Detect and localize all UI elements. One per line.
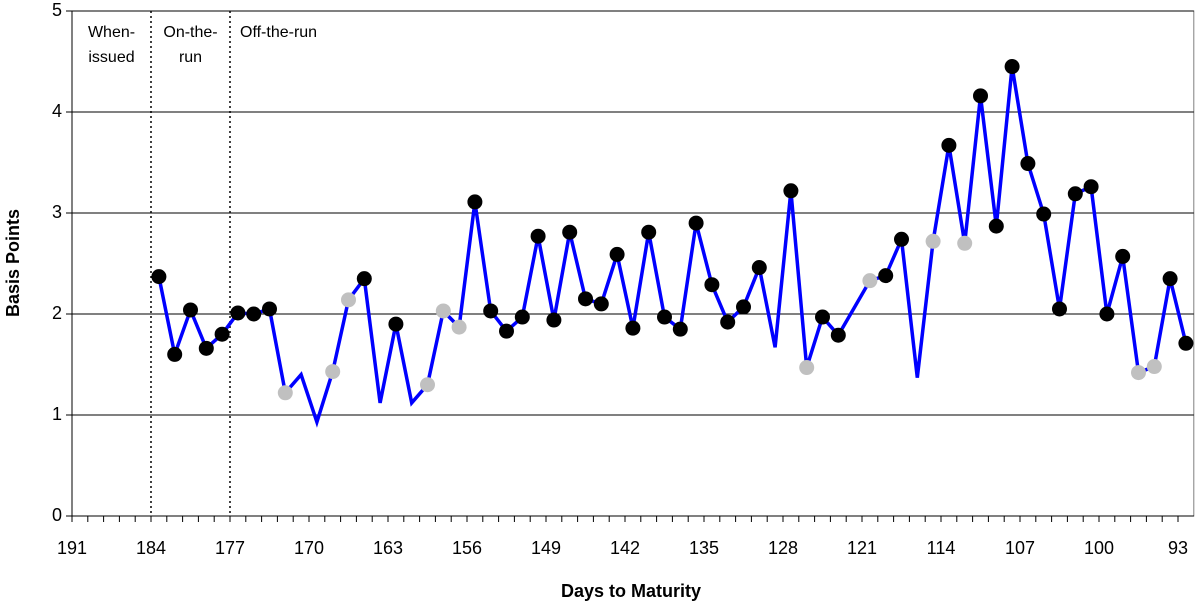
data-marker [988, 218, 1004, 234]
data-marker [1067, 186, 1083, 202]
data-marker [467, 194, 483, 210]
data-marker [262, 301, 277, 317]
data-marker [862, 273, 878, 289]
data-marker [214, 326, 230, 342]
x-tick-label: 114 [927, 538, 956, 558]
data-marker [625, 320, 641, 336]
data-marker [1020, 156, 1036, 172]
data-marker [167, 346, 183, 362]
data-marker [1131, 365, 1146, 381]
data-marker [957, 235, 973, 251]
y-tick-label: 3 [52, 202, 62, 222]
data-marker [751, 260, 767, 276]
region-label: run [179, 49, 202, 66]
data-marker [246, 306, 262, 322]
data-marker [483, 303, 499, 319]
data-marker [720, 314, 736, 330]
data-marker [1036, 206, 1052, 222]
data-marker [672, 321, 688, 337]
x-tick-label: 142 [610, 538, 640, 558]
x-tick-label: 121 [847, 538, 877, 558]
data-marker [1162, 271, 1178, 287]
data-marker [451, 319, 467, 335]
region-label: When- [88, 24, 135, 41]
data-marker [641, 224, 657, 240]
data-marker [878, 268, 894, 284]
region-label: Off-the-run [240, 24, 317, 41]
data-marker [514, 309, 530, 325]
x-tick-label: 128 [768, 538, 798, 558]
data-marker [546, 312, 562, 328]
plot-frame [71, 10, 1195, 517]
x-tick-label: 163 [373, 538, 403, 558]
data-marker [151, 269, 167, 285]
y-tick-label: 1 [52, 404, 62, 424]
x-tick-label: 191 [57, 538, 87, 558]
data-marker [562, 224, 578, 240]
data-marker [341, 292, 356, 308]
x-tick-label: 93 [1168, 538, 1188, 558]
x-tick-label: 135 [689, 538, 719, 558]
data-marker [277, 385, 293, 401]
data-marker [198, 340, 214, 356]
data-marker [941, 137, 957, 153]
data-marker [420, 377, 435, 393]
y-tick-label: 4 [52, 101, 62, 121]
data-marker [230, 305, 246, 321]
data-marker [1004, 59, 1020, 75]
x-tick-label: 170 [294, 538, 324, 558]
data-marker [1178, 335, 1194, 351]
data-marker [783, 183, 799, 199]
data-marker [356, 271, 372, 287]
data-marker [736, 299, 751, 315]
data-marker [799, 360, 815, 376]
data-marker [1115, 248, 1131, 264]
data-marker [1099, 306, 1115, 322]
data-marker [1052, 301, 1067, 317]
data-marker [688, 215, 704, 231]
y-tick-label: 0 [52, 505, 62, 525]
data-marker [325, 364, 341, 380]
y-axis-title: Basis Points [3, 209, 23, 317]
data-marker [530, 228, 546, 244]
data-marker [578, 291, 593, 307]
region-label: On-the- [163, 24, 217, 41]
data-marker [704, 277, 720, 293]
data-marker [925, 233, 941, 249]
data-marker [973, 88, 988, 104]
data-marker [435, 303, 451, 319]
x-tick-label: 107 [1005, 538, 1035, 558]
region-label: issued [88, 49, 134, 66]
data-marker [657, 309, 672, 325]
x-tick-label: 177 [215, 538, 245, 558]
data-marker [593, 296, 609, 312]
y-tick-label: 5 [52, 0, 62, 20]
data-line [157, 66, 1188, 428]
data-marker [815, 309, 830, 325]
x-tick-label: 149 [531, 538, 561, 558]
x-tick-label: 100 [1084, 538, 1114, 558]
data-marker [1083, 179, 1099, 195]
x-tick-label: 156 [452, 538, 482, 558]
data-marker [830, 327, 846, 343]
data-marker [388, 316, 404, 332]
data-marker [1146, 359, 1162, 375]
data-marker [609, 246, 625, 262]
data-marker [183, 302, 198, 318]
data-marker [894, 231, 909, 247]
x-axis-title: Days to Maturity [561, 581, 701, 601]
y-tick-label: 2 [52, 303, 62, 323]
x-tick-label: 184 [136, 538, 166, 558]
data-marker [499, 323, 514, 339]
